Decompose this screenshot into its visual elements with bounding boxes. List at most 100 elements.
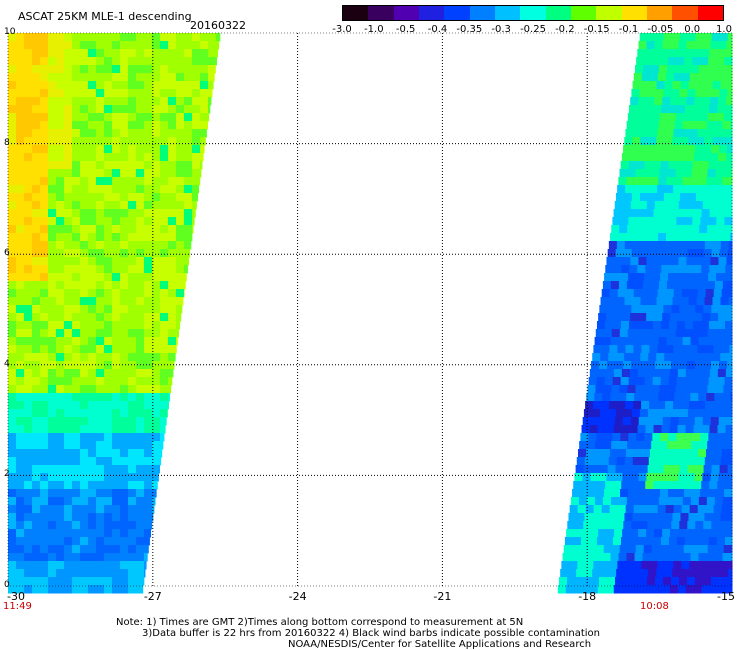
swath-cell [646,473,655,482]
swath-cell [705,289,715,298]
swath-cell [697,561,706,570]
swath-cell [690,65,700,74]
swath-cell [636,537,646,546]
swath-cell [128,97,137,106]
swath-cell [96,577,105,586]
swath-cell [88,377,97,386]
swath-cell [104,505,113,514]
swath-cell [671,193,681,202]
swath-cell [32,185,41,194]
swath-cell [168,73,177,82]
swath-cell [120,481,129,490]
swath-cell [64,257,73,266]
swath-cell [136,161,145,170]
swath-cell [168,281,177,290]
swath-cell [24,305,33,314]
swath-cell [570,497,580,506]
swath-cell [32,193,41,202]
swath-cell [128,121,137,130]
swath-cell [676,537,686,546]
swath-cell [624,353,633,362]
swath-cell [112,265,121,274]
swath-cell [634,281,644,290]
swath-cell [711,249,721,258]
swath-cell [8,401,17,410]
swath-cell [48,49,57,58]
swath-cell [112,449,121,458]
swath-cell [615,193,625,202]
swath-cell [88,305,97,314]
swath-cell [16,377,25,386]
swath-cell [144,49,153,58]
swath-cell [64,313,73,322]
swath-cell [80,289,89,298]
swath-cell [24,57,33,66]
swath-cell [40,105,49,114]
swath-cell [64,225,73,234]
swath-cell [674,553,684,562]
swath-cell [642,65,652,74]
swath-cell [701,49,710,58]
swath-cell [32,33,41,42]
swath-cell [628,321,638,330]
swath-cell [192,41,201,50]
swath-cell [168,377,173,386]
swath-cell [696,81,706,90]
swath-cell [573,481,582,490]
swath-cell [659,113,669,122]
swath-cell [696,457,706,466]
swath-cell [624,569,633,578]
swath-cell [665,561,674,570]
swath-cell [48,137,57,146]
swath-cell [731,329,733,338]
swath-cell [668,377,678,386]
swath-cell [654,313,663,322]
swath-cell [16,393,25,402]
swath-cell [730,497,733,506]
swath-cell [671,361,680,370]
swath-cell [598,473,607,482]
swath-cell [711,193,721,202]
swath-cell [88,121,97,130]
swath-cell [48,281,57,290]
swath-cell [112,273,121,282]
swath-cell [160,409,168,418]
swath-cell [596,489,605,498]
swath-cell [200,105,209,114]
swath-cell [679,33,689,42]
swath-cell [8,473,17,482]
swath-cell [80,105,89,114]
swath-cell [96,537,105,546]
swath-cell [160,161,169,170]
swath-cell [727,33,733,42]
swath-cell [709,265,718,274]
swath-cell [104,289,113,298]
swath-cell [72,41,81,50]
swath-cell [609,401,618,410]
swath-cell [617,345,626,354]
swath-cell [144,297,153,306]
swath-cell [56,505,65,514]
swath-cell [176,225,185,234]
swath-cell [580,537,590,546]
swath-cell [671,305,680,314]
swath-cell [24,505,33,514]
swath-cell [72,433,81,442]
swath-cell [662,41,672,50]
swath-cell [104,233,113,242]
swath-cell [557,585,567,594]
swath-cell [713,401,722,410]
swath-cell [618,177,627,186]
swath-cell [632,297,642,306]
swath-cell [612,433,621,442]
swath-cell [675,545,685,554]
swath-cell [8,113,17,122]
swath-cell [136,113,145,122]
swath-cell [677,265,686,274]
swath-cell [663,145,672,154]
swath-cell [152,497,156,506]
swath-cell [703,145,712,154]
swath-cell [72,377,81,386]
swath-cell [630,529,639,538]
swath-cell [625,401,634,410]
